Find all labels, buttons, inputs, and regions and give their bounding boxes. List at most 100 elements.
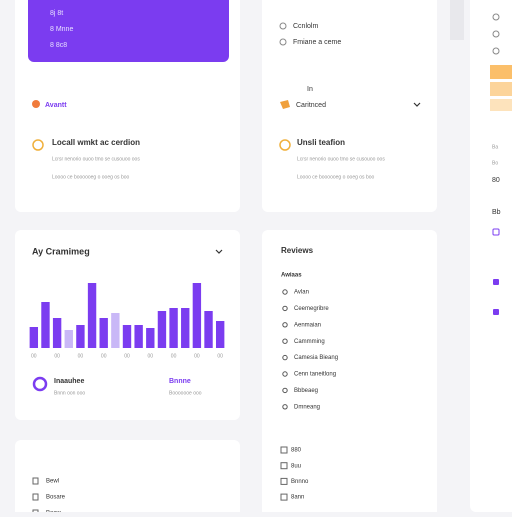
legend-name: Inaauhee — [54, 378, 84, 385]
x-tick-label: 00 — [217, 353, 223, 359]
tag: Avantt — [45, 102, 67, 109]
icon — [279, 22, 287, 30]
icon — [32, 139, 44, 151]
x-tick-label: 00 — [194, 353, 200, 359]
icon — [32, 376, 48, 392]
reviews-subtitle: Awiaas — [281, 273, 302, 279]
purple-card — [28, 0, 229, 62]
text: Lcrsr nenorio ouoo tmo se cusouoo oos — [297, 156, 385, 162]
checkbox[interactable] — [280, 493, 288, 501]
card — [470, 0, 512, 512]
text: Loooo ce boooooeg o ooeg os boo — [297, 174, 375, 180]
bar — [146, 328, 155, 348]
icon — [282, 338, 288, 344]
icon — [282, 404, 288, 410]
icon — [492, 47, 500, 55]
x-tick-label: 00 — [171, 353, 177, 359]
bar — [157, 311, 167, 348]
heading: Locall wmkt ac cerdion — [52, 138, 140, 147]
check-label: Bnnno — [291, 479, 309, 485]
list-item: Cammming — [294, 339, 325, 345]
list-item: Bosare — [46, 495, 66, 501]
bar-accent — [490, 99, 512, 111]
x-tick-label: 00 — [124, 353, 130, 359]
text: Loooo ce boooooeg o ooeg os boo — [52, 174, 130, 180]
text: 8 Mnne — [50, 26, 73, 33]
list-item: Dmneang — [294, 404, 320, 410]
icon — [492, 30, 500, 38]
bar — [99, 318, 108, 348]
text: 80 — [492, 177, 500, 184]
list-item: Camesia Bieang — [294, 355, 338, 361]
text: Bb — [492, 209, 501, 216]
bar — [134, 325, 143, 348]
check-label: 880 — [291, 448, 302, 454]
x-tick-label: 00 — [148, 353, 154, 359]
x-tick-label: 00 — [101, 353, 107, 359]
list-item: Bbbeaeg — [294, 388, 318, 394]
icon — [282, 305, 288, 312]
icon — [282, 354, 288, 361]
chart-title: Ay Cramimeg — [32, 246, 90, 256]
bar — [169, 308, 178, 348]
heading: Unsli teafion — [297, 138, 345, 147]
icon — [493, 309, 499, 315]
card — [15, 440, 240, 517]
bar — [181, 308, 190, 348]
list-item: Aenmaian — [294, 322, 321, 328]
text: 8j 8t — [50, 10, 63, 17]
checkbox[interactable] — [280, 462, 288, 470]
icon — [279, 38, 287, 46]
text: Lcrsr nenorio ouoo tmo se cusouoo oos — [52, 156, 140, 162]
chevron[interactable] — [413, 102, 421, 107]
bar — [215, 321, 225, 348]
text: Ba — [492, 144, 498, 150]
list-item: Ceemegribre — [294, 306, 329, 312]
x-tick-label: 00 — [78, 353, 84, 359]
x-tick-label: 00 — [54, 353, 60, 359]
legend-name: Bnnne — [169, 378, 191, 385]
icon — [492, 13, 500, 21]
bar — [111, 313, 120, 348]
bar — [87, 283, 97, 348]
checkbox[interactable] — [280, 477, 288, 485]
icon — [492, 228, 500, 236]
list-item: Avlan — [294, 290, 309, 296]
icon — [32, 493, 39, 501]
card — [262, 230, 437, 517]
x-tick-label: 00 — [31, 353, 37, 359]
icon — [280, 100, 290, 109]
bar-accent — [490, 82, 512, 96]
chevron[interactable] — [215, 249, 223, 254]
bar-accent — [490, 65, 512, 79]
icon — [282, 322, 288, 328]
legend-note: Booooooe ooo — [169, 390, 202, 396]
bar — [192, 283, 202, 348]
legend-note: Bnnn oon ooo — [54, 390, 85, 396]
bar — [41, 302, 50, 348]
icon — [282, 371, 288, 377]
icon — [32, 477, 39, 485]
check-label: 8uu — [291, 463, 301, 469]
icon — [279, 139, 291, 151]
text: 8 8c8 — [50, 42, 67, 49]
text: Ccnlolm — [293, 23, 318, 30]
icon — [32, 100, 40, 108]
card — [262, 0, 437, 212]
reviews-title: Reviews — [281, 246, 314, 255]
text: Bo — [492, 160, 498, 166]
icon — [493, 279, 499, 285]
check-label: 8ann — [291, 495, 304, 501]
bar — [52, 318, 62, 348]
select[interactable]: Caritnced — [296, 102, 326, 109]
bar — [29, 327, 39, 348]
list-item: Bewl — [46, 479, 59, 485]
bar — [122, 325, 132, 348]
text: In — [307, 86, 313, 93]
checkbox[interactable] — [280, 446, 288, 454]
icon — [282, 387, 288, 394]
bar — [76, 325, 85, 348]
bar — [204, 311, 213, 348]
bar — [64, 330, 73, 348]
